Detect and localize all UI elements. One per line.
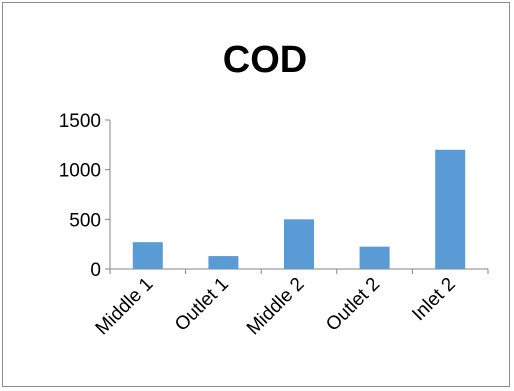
chart-title: COD	[223, 39, 307, 81]
y-tick-label: 1000	[59, 161, 101, 182]
x-category-label: Outlet 1	[171, 274, 233, 336]
x-axis	[109, 268, 489, 274]
bar	[359, 246, 390, 269]
x-category-label: Middle 1	[92, 274, 158, 340]
bars	[132, 149, 466, 269]
category-labels: Middle 1 Outlet 1 Middle 2 Outlet 2 Inlet 2	[92, 274, 460, 340]
y-tick-label: 1500	[59, 111, 101, 132]
x-category-label: Middle 2	[243, 274, 309, 340]
y-tick-label: 500	[69, 210, 101, 231]
bar	[132, 242, 163, 269]
x-category-label: Inlet 2	[408, 274, 459, 325]
bar	[208, 256, 239, 269]
bar	[435, 149, 466, 269]
bar	[284, 219, 314, 269]
chart-frame	[2, 2, 510, 387]
y-axis: 0 500 1000 1500	[59, 111, 111, 281]
y-tick-label: 0	[90, 260, 101, 281]
x-category-label: Outlet 2	[322, 274, 384, 336]
